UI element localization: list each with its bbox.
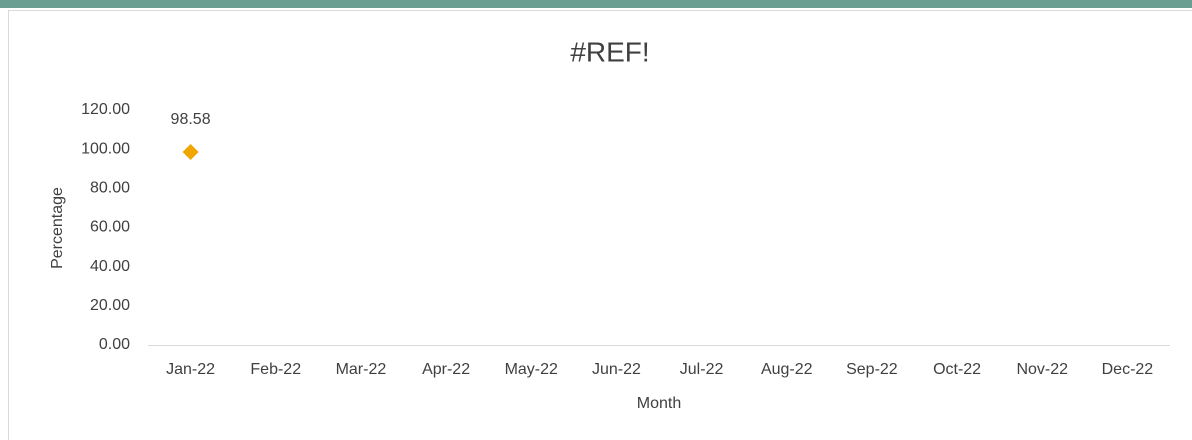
top-bar [0,0,1192,8]
chart-frame [8,10,1192,440]
x-tick-label: Apr-22 [422,361,470,378]
y-tick-label: 120.00 [81,101,130,118]
y-tick-label: 20.00 [90,297,130,314]
y-tick-label: 60.00 [90,219,130,236]
x-tick-label: May-22 [505,361,558,378]
y-axis-label: Percentage [49,187,66,269]
marker [182,143,199,160]
x-tick-label: Sep-22 [846,361,898,378]
x-tick-label: Jul-22 [680,361,724,378]
y-tick-label: 80.00 [90,180,130,197]
data-label: 98.58 [171,111,211,128]
x-tick-label: Mar-22 [336,361,387,378]
chart-title: #REF! [570,36,649,67]
x-tick-label: Jun-22 [592,361,641,378]
x-tick-label: Aug-22 [761,361,813,378]
y-tick-label: 40.00 [90,258,130,275]
y-tick-label: 0.00 [99,336,130,353]
x-tick-label: Oct-22 [933,361,981,378]
x-axis-label: Month [637,395,681,412]
x-tick-label: Jan-22 [166,361,215,378]
x-tick-label: Feb-22 [250,361,301,378]
y-tick-label: 100.00 [81,140,130,157]
x-tick-label: Dec-22 [1102,361,1154,378]
x-tick-label: Nov-22 [1016,361,1068,378]
